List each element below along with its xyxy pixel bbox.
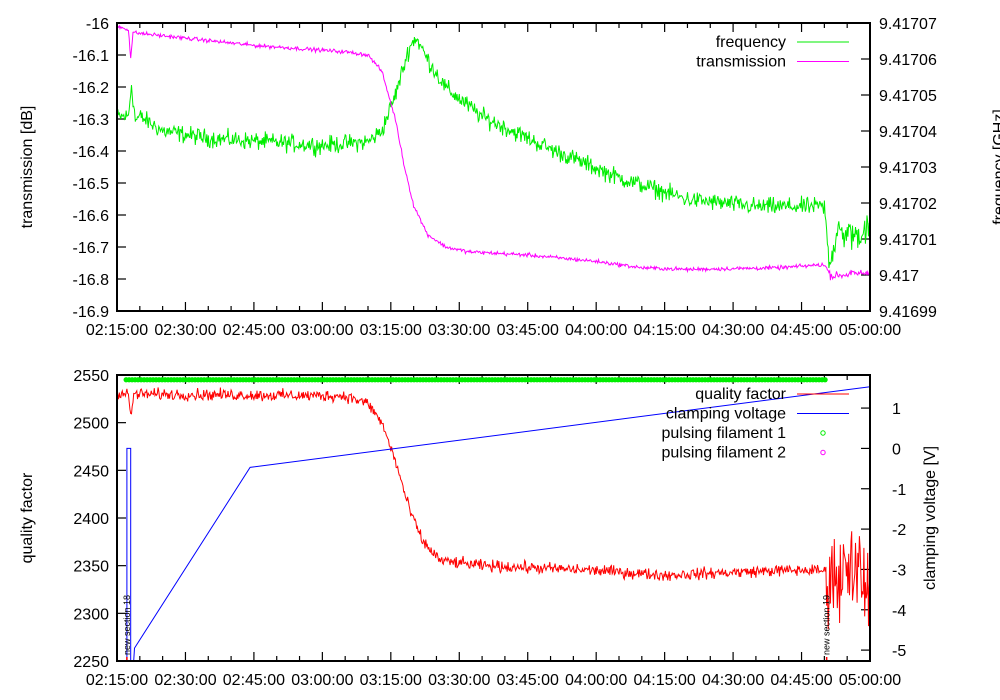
y-tick-label: -16.4 [73, 144, 110, 161]
x-tick-label: 03:00:00 [291, 672, 353, 689]
legend-label: pulsing filament 2 [661, 445, 786, 462]
series-clamping-voltage [126, 386, 870, 661]
y-tick-label: 2250 [73, 654, 109, 671]
y-tick-label: 2300 [73, 606, 109, 623]
x-tick-label: 03:15:00 [360, 672, 422, 689]
plot-frame [116, 22, 871, 312]
plot-2: 02:15:00 02:30:00 02:45:00 03:00:00 03:15:00… [19, 368, 939, 689]
legend-marker [820, 430, 826, 436]
x-tick-label: 03:30:00 [428, 672, 490, 689]
y2-tick-label: -4 [892, 603, 906, 620]
y2-tick-label: 9.41703 [879, 160, 937, 177]
legend-entry-pulsing-filament-2: pulsing filament 2 [661, 445, 826, 462]
y-axis-label: quality factor [19, 472, 36, 563]
y-tick-label: -16.3 [73, 112, 110, 129]
series-pulsing-filament-1 [123, 377, 828, 383]
x-tick-label: 04:45:00 [770, 672, 832, 689]
series-transmission [117, 24, 870, 281]
legend-label: frequency [716, 34, 786, 51]
y2-tick-label: -5 [892, 643, 906, 660]
y-tick-label: 2450 [73, 463, 109, 480]
x-tick-label: 03:15:00 [360, 322, 422, 339]
y2-axis-label: frequency [GHz] [991, 109, 1000, 225]
y-tick-label: 2500 [73, 416, 109, 433]
y2-tick-label: 9.41701 [879, 232, 937, 249]
series-quality-factor [117, 387, 870, 630]
legend-label: transmission [696, 54, 786, 71]
legend-label: clamping voltage [666, 406, 786, 423]
y2-tick-label: -2 [892, 522, 906, 539]
y-tick-label: 2400 [73, 511, 109, 528]
y2-tick-label: 9.41706 [879, 52, 937, 69]
y2-tick-label: 1 [892, 401, 901, 418]
annotation-label: new section 19 [822, 595, 832, 655]
data-area [117, 24, 870, 281]
y2-tick-label: 9.41707 [879, 16, 937, 33]
x-tick-label: 03:30:00 [428, 322, 490, 339]
x-tick-label: 04:45:00 [770, 322, 832, 339]
y2-axis-label: clamping voltage [V] [922, 446, 939, 590]
legend-entry-quality-factor: quality factor [695, 386, 849, 403]
legend-entry-pulsing-filament-1: pulsing filament 1 [661, 425, 826, 442]
x-tick-label: 03:45:00 [497, 672, 559, 689]
legend-entry-transmission: transmission [696, 54, 849, 71]
y-tick-label: 2550 [73, 368, 109, 385]
plot-1: 02:15:00 02:30:00 02:45:00 03:00:00 03:15:00… [19, 16, 1000, 339]
x-tick-label: 05:00:00 [839, 672, 901, 689]
y2-tick-label: 9.41704 [879, 124, 937, 141]
x-tick-label: 02:30:00 [154, 672, 216, 689]
x-tick-label: 03:00:00 [291, 322, 353, 339]
y2-tick-label: 9.41705 [879, 88, 937, 105]
data-area [117, 377, 870, 661]
x-tick-label: 02:15:00 [86, 322, 148, 339]
x-tick-label: 04:00:00 [565, 672, 627, 689]
y-tick-label: -16.1 [73, 48, 110, 65]
x-tick-label: 02:45:00 [223, 672, 285, 689]
y-tick-label: -16.6 [73, 208, 110, 225]
legend-label: quality factor [695, 386, 786, 403]
y2-tick-label: 9.417 [879, 268, 919, 285]
legend-label: pulsing filament 1 [661, 425, 786, 442]
y2-tick-label: -3 [892, 562, 906, 579]
x-tick-label: 04:15:00 [633, 672, 695, 689]
series-frequency [117, 37, 870, 269]
x-tick-label: 04:00:00 [565, 322, 627, 339]
y-tick-label: 2350 [73, 559, 109, 576]
legend-entry-frequency: frequency [716, 34, 849, 51]
y-tick-label: -16.8 [73, 272, 110, 289]
y-tick-label: -16 [86, 16, 109, 33]
y-tick-label: -16.2 [73, 80, 110, 97]
y-axis-label: transmission [dB] [19, 106, 36, 229]
y-tick-label: -16.9 [73, 304, 110, 321]
y2-tick-label: 9.41702 [879, 196, 937, 213]
x-tick-label: 04:30:00 [702, 672, 764, 689]
legend-marker [820, 449, 826, 456]
filament-marker [822, 377, 828, 383]
legend-entry-clamping-voltage: clamping voltage [666, 406, 849, 423]
annotation-label: new section 18 [122, 595, 132, 655]
y2-tick-label: 9.41699 [879, 304, 937, 321]
x-tick-label: 02:15:00 [86, 672, 148, 689]
x-tick-label: 04:30:00 [702, 322, 764, 339]
y-tick-label: -16.5 [73, 176, 110, 193]
y2-tick-label: -1 [892, 482, 906, 499]
x-tick-label: 02:30:00 [154, 322, 216, 339]
x-tick-label: 03:45:00 [497, 322, 559, 339]
plot-frame [116, 374, 871, 662]
x-tick-label: 05:00:00 [839, 322, 901, 339]
y-tick-label: -16.7 [73, 240, 110, 257]
x-tick-label: 02:45:00 [223, 322, 285, 339]
y2-tick-label: 0 [892, 441, 901, 458]
x-tick-label: 04:15:00 [633, 322, 695, 339]
